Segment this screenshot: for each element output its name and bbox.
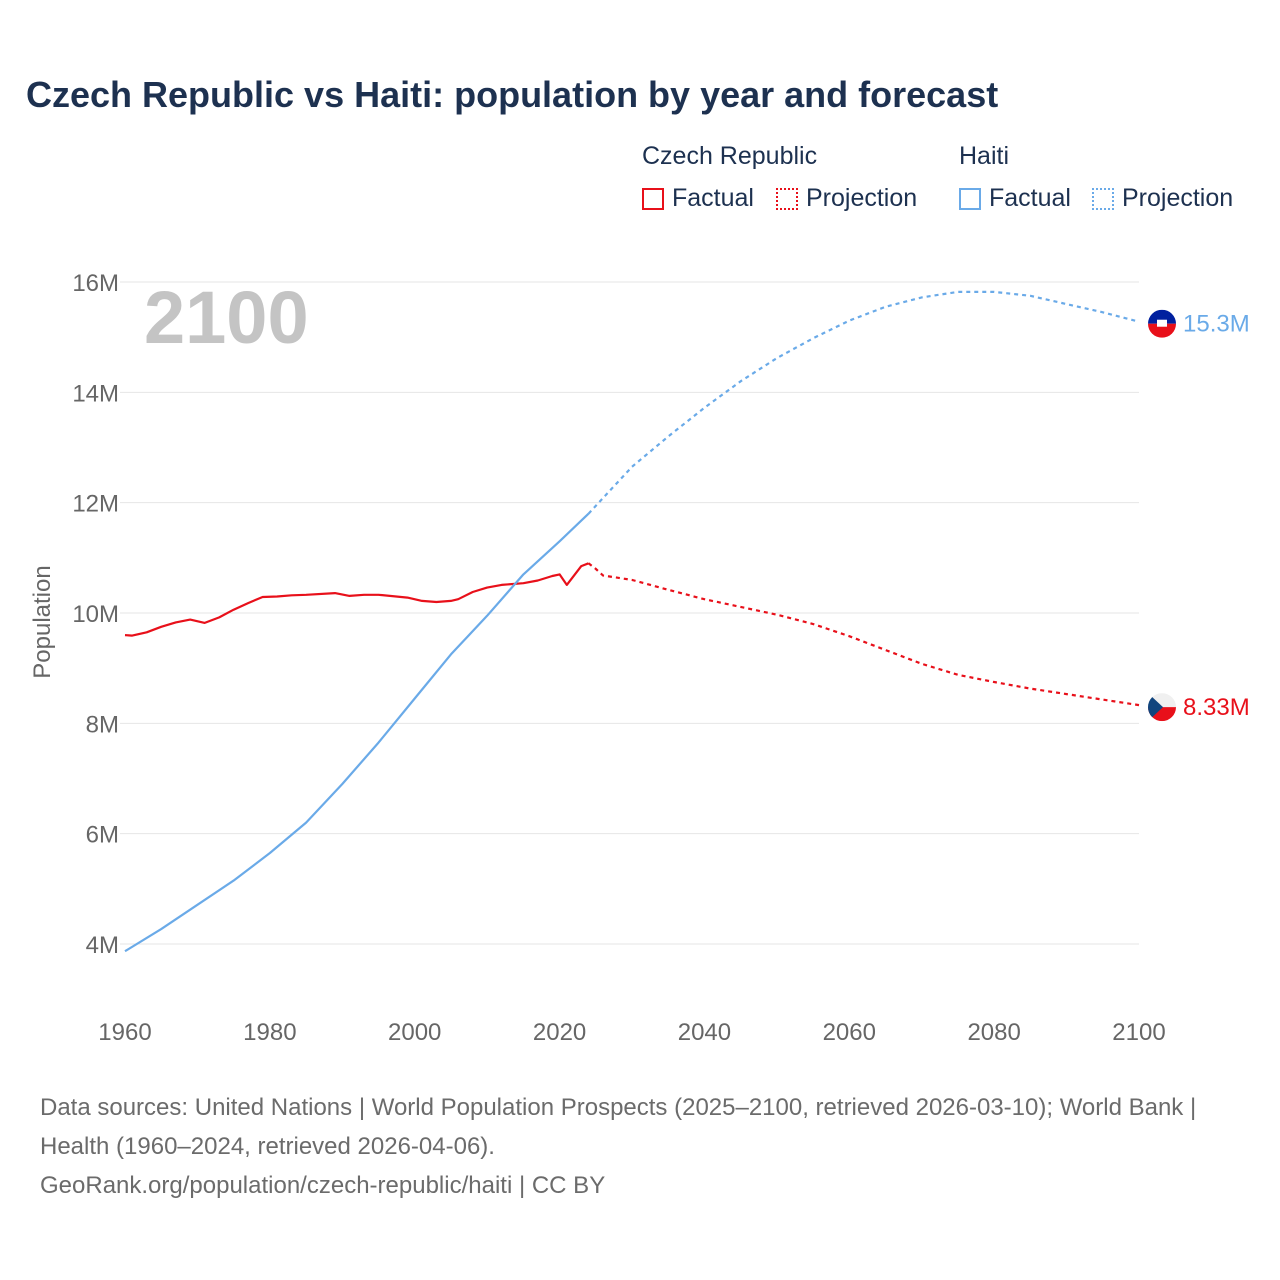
legend-haiti-projection[interactable]: Projection (1092, 184, 1233, 213)
x-tick-label: 1980 (243, 1019, 296, 1046)
legend-swatch-dotted (1092, 187, 1114, 210)
y-tick-label: 6M (86, 822, 119, 849)
end-value-label: 15.3M (1183, 311, 1250, 338)
x-tick-label: 2100 (1112, 1019, 1165, 1046)
legend-label: Projection (1122, 184, 1234, 212)
y-tick-label: 10M (72, 601, 119, 628)
y-tick-label: 16M (72, 270, 119, 297)
legend-label: Factual (672, 184, 754, 212)
x-tick-label: 2020 (533, 1019, 586, 1046)
legend-label: Projection (806, 184, 918, 212)
legend-haiti-factual[interactable]: Factual (959, 184, 1071, 213)
source-text: Data sources: United Nations | World Pop… (40, 1094, 1197, 1160)
legend-label: Factual (989, 184, 1071, 212)
czech-republic-factual-line (124, 562, 589, 637)
y-tick-label: 4M (86, 932, 119, 959)
legend-czech-heading: Czech Republic (642, 142, 818, 170)
end-value-label: 8.33M (1183, 694, 1250, 721)
x-tick-label: 2060 (823, 1019, 876, 1046)
y-tick-label: 14M (72, 380, 119, 407)
chart-title: Czech Republic vs Haiti: population by y… (26, 74, 999, 115)
y-tick-label: 8M (86, 711, 119, 738)
legend-haiti-heading: Haiti (959, 142, 1010, 170)
year-watermark: 2100 (144, 276, 309, 359)
czech-republic-projection-line (587, 562, 1140, 707)
x-tick-label: 2040 (678, 1019, 731, 1046)
source-link[interactable]: GeoRank.org/population/czech-republic/ha… (40, 1172, 606, 1199)
y-tick-label: 12M (72, 491, 119, 518)
x-tick-label: 2000 (388, 1019, 441, 1046)
legend-swatch-solid (642, 187, 664, 210)
legend-czech-projection[interactable]: Projection (776, 184, 917, 213)
czech-flag-icon (1148, 693, 1176, 722)
haiti-flag-icon (1148, 309, 1176, 338)
legend-swatch-solid (959, 187, 981, 210)
y-axis-label: Population (29, 565, 56, 678)
x-tick-label: 2080 (967, 1019, 1020, 1046)
legend-swatch-dotted (776, 187, 798, 210)
source-note: Data sources: United Nations | World Pop… (40, 1088, 1240, 1205)
haiti-factual-line (124, 512, 590, 953)
x-tick-label: 1960 (98, 1019, 151, 1046)
legend-czech-factual[interactable]: Factual (642, 184, 754, 213)
haiti-projection-line (587, 290, 1140, 515)
